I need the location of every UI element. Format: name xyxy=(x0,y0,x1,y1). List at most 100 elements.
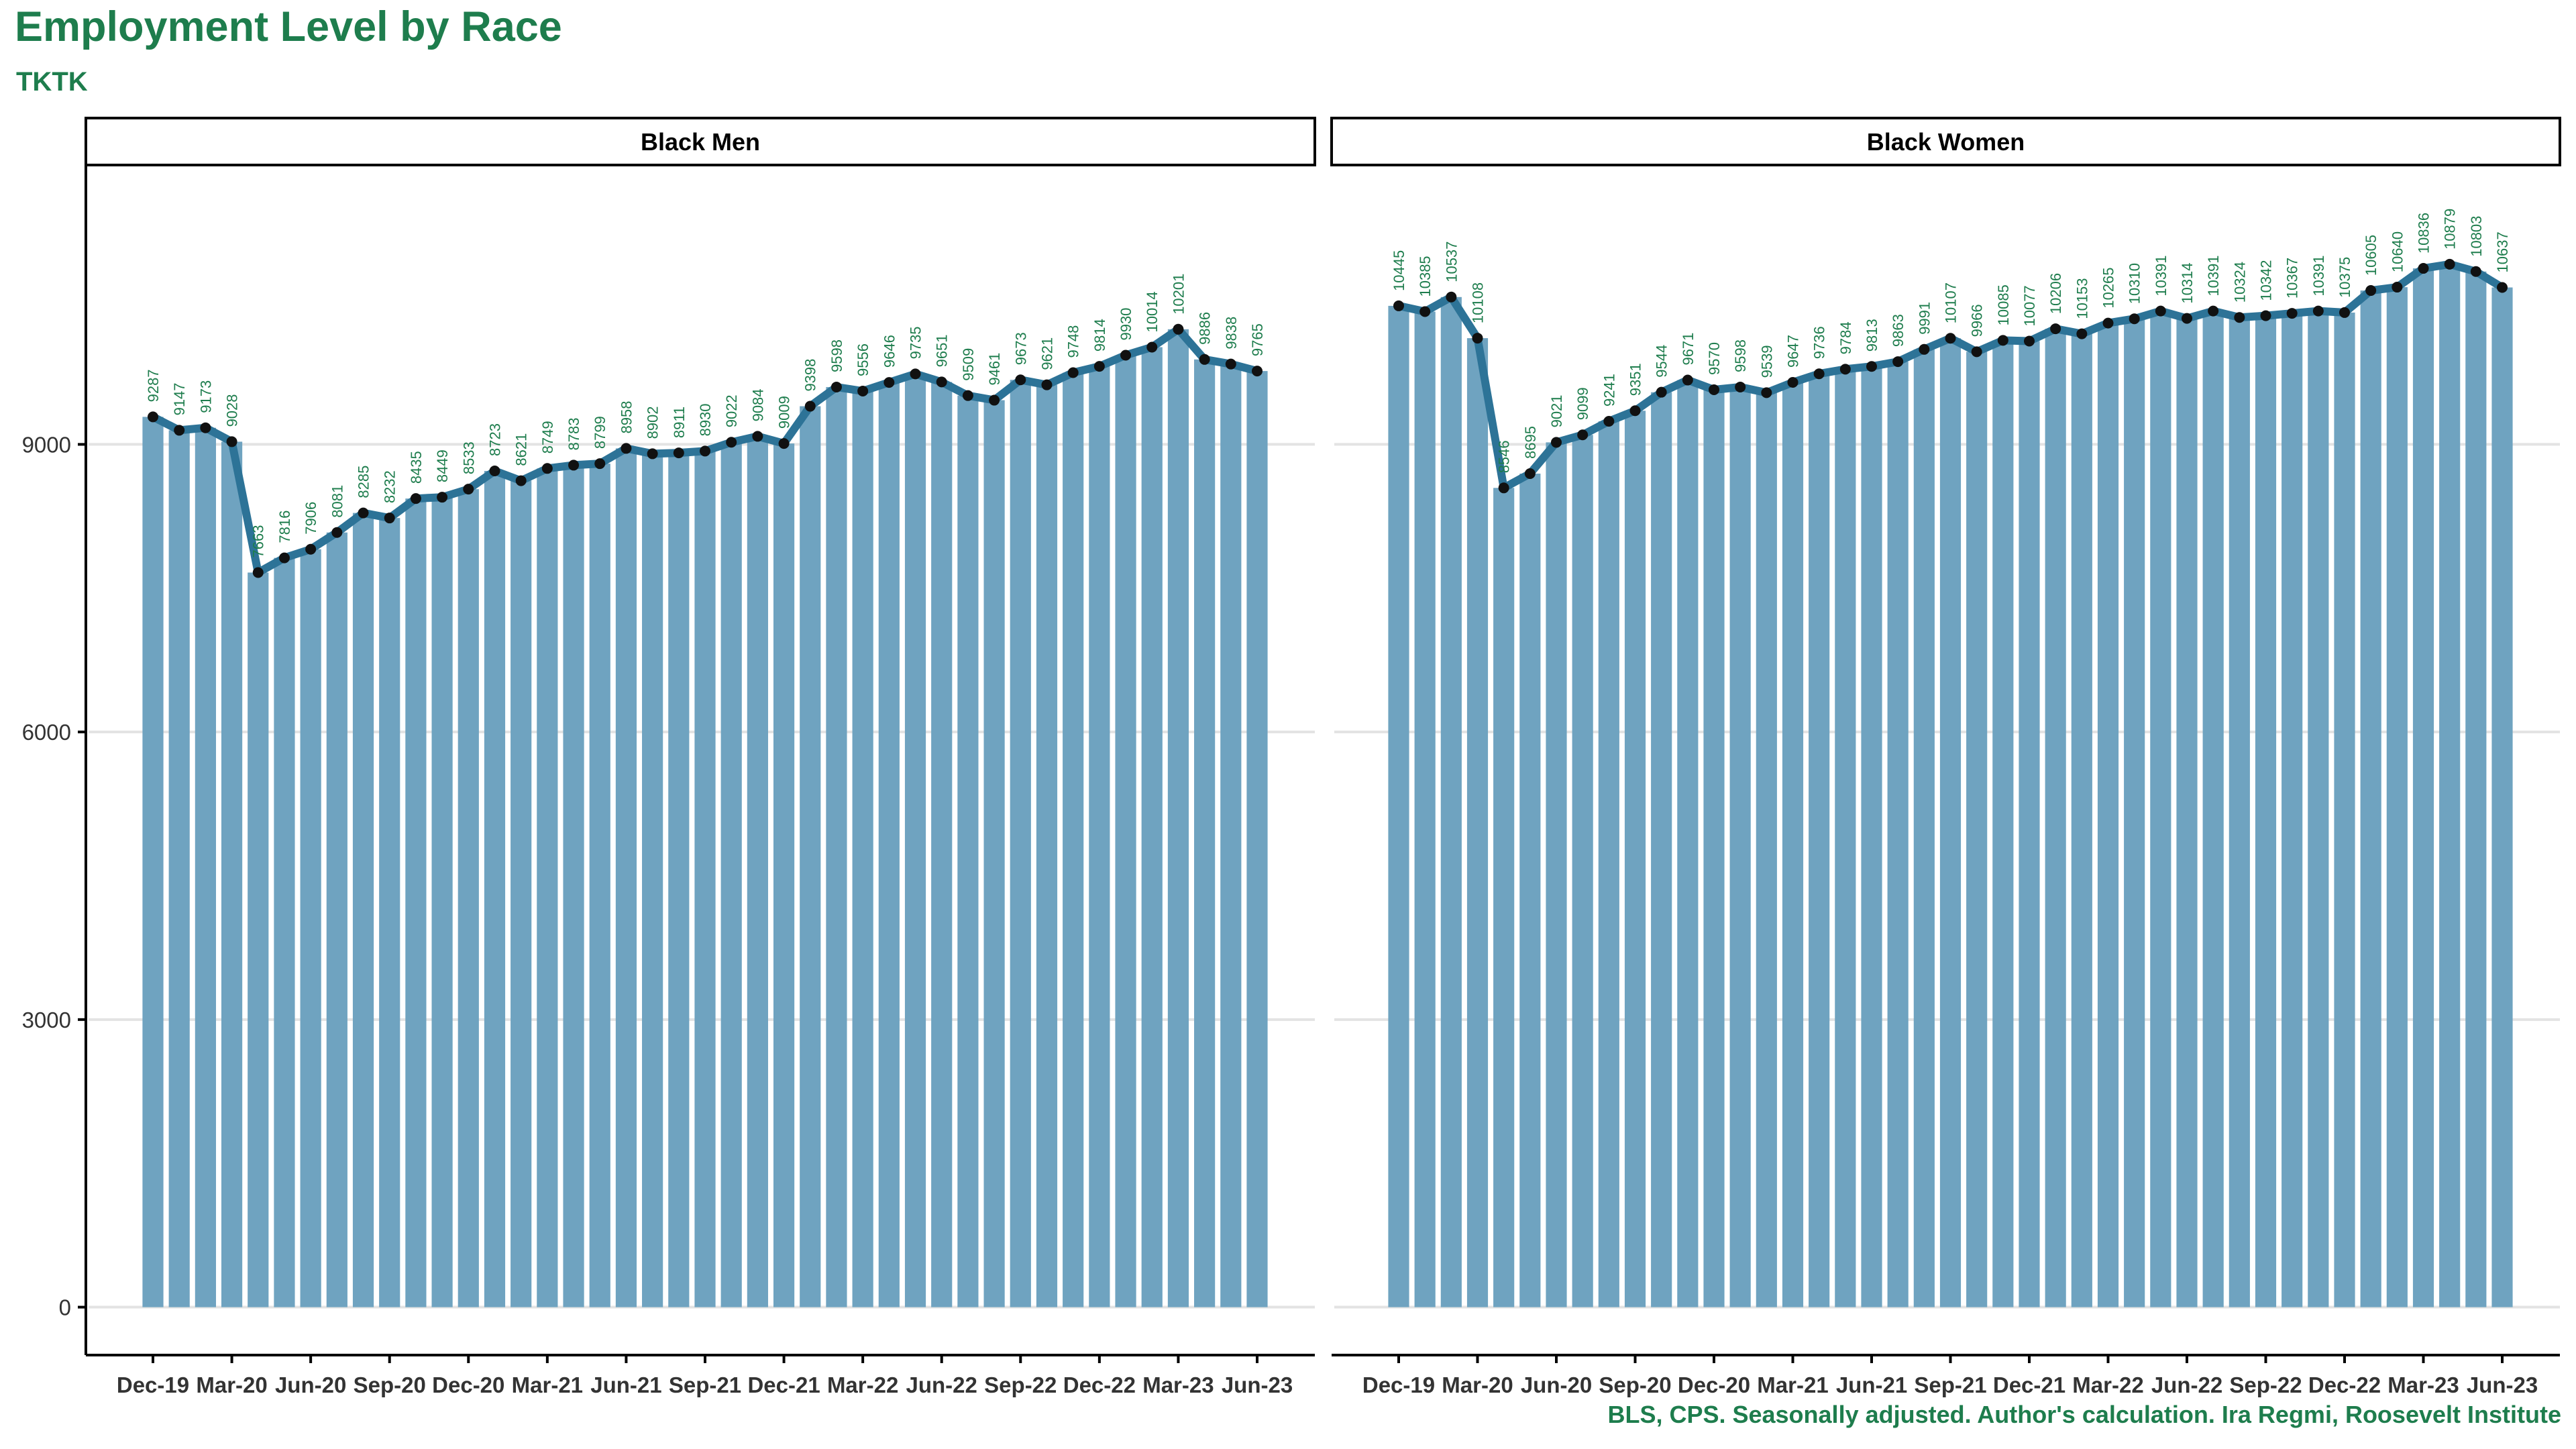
data-label: 9647 xyxy=(1785,335,1802,368)
bar xyxy=(537,468,558,1307)
data-point xyxy=(2234,312,2245,323)
data-point xyxy=(1892,356,1904,368)
data-point xyxy=(2050,323,2061,335)
data-point xyxy=(594,458,606,470)
y-tick-label: 6000 xyxy=(22,720,71,745)
data-label: 10803 xyxy=(2468,216,2485,257)
data-point xyxy=(1629,405,1641,417)
x-tick-label: Jun-21 xyxy=(1836,1373,1907,1397)
data-label: 9570 xyxy=(1706,342,1723,375)
bar xyxy=(195,427,216,1307)
data-point xyxy=(2470,266,2481,277)
facet-strip xyxy=(85,117,1316,166)
data-point xyxy=(1866,361,1877,372)
bar xyxy=(1835,369,1856,1307)
data-label: 9765 xyxy=(1249,323,1266,356)
bar xyxy=(2071,333,2092,1307)
data-point xyxy=(700,445,710,457)
data-label: 10879 xyxy=(2442,209,2459,250)
x-tick-label: Jun-20 xyxy=(1521,1373,1592,1397)
bar xyxy=(1141,347,1163,1307)
x-tick-label: Sep-20 xyxy=(354,1373,426,1397)
data-label: 10014 xyxy=(1144,291,1161,332)
x-tick-label: Mar-20 xyxy=(1442,1373,1513,1397)
bar xyxy=(1624,411,1646,1307)
bar xyxy=(379,518,400,1307)
data-point xyxy=(305,543,317,555)
data-point xyxy=(541,463,553,474)
data-point xyxy=(1472,333,1483,344)
bar xyxy=(826,386,847,1307)
data-point xyxy=(1199,354,1210,365)
data-point xyxy=(1603,415,1615,427)
bar xyxy=(1036,384,1058,1307)
data-point xyxy=(910,368,921,380)
data-point xyxy=(2024,335,2035,347)
bar xyxy=(248,572,269,1307)
bar xyxy=(300,549,321,1307)
x-tick-label: Jun-20 xyxy=(275,1373,346,1397)
data-point xyxy=(1146,341,1158,353)
data-label: 8783 xyxy=(566,417,582,450)
data-label: 9021 xyxy=(1548,394,1565,427)
data-point xyxy=(1498,482,1509,494)
data-point xyxy=(989,394,1000,406)
bar xyxy=(2202,311,2224,1307)
data-point xyxy=(463,484,474,495)
data-label: 9621 xyxy=(1038,337,1055,370)
bar xyxy=(1809,374,1830,1307)
data-point xyxy=(1813,368,1825,380)
bar xyxy=(511,480,532,1307)
data-label: 9646 xyxy=(881,335,898,368)
data-label: 10324 xyxy=(2231,262,2248,303)
bar xyxy=(2045,329,2066,1307)
data-label: 8911 xyxy=(671,407,688,438)
data-point xyxy=(621,443,632,454)
data-point xyxy=(226,436,237,447)
data-point xyxy=(252,567,264,578)
bar xyxy=(747,436,768,1307)
bar xyxy=(405,498,427,1307)
data-point xyxy=(1225,358,1236,370)
data-point xyxy=(2392,282,2403,293)
data-point xyxy=(1551,437,1562,448)
chart-subtitle: TKTK xyxy=(16,67,88,97)
bar xyxy=(352,513,374,1307)
bar xyxy=(1966,352,1988,1307)
data-label: 10836 xyxy=(2416,213,2432,254)
data-label: 10201 xyxy=(1170,274,1187,315)
data-point xyxy=(2312,305,2324,317)
bar xyxy=(2229,317,2250,1307)
data-point xyxy=(2444,258,2455,270)
data-point xyxy=(2102,317,2114,329)
data-label: 9748 xyxy=(1065,325,1082,358)
data-point xyxy=(936,376,947,388)
x-tick-label: Mar-21 xyxy=(1757,1373,1828,1397)
bar xyxy=(1598,421,1619,1307)
bar xyxy=(2412,268,2434,1307)
data-point xyxy=(2076,328,2088,339)
data-label: 7816 xyxy=(276,511,293,543)
data-point xyxy=(278,552,290,564)
bar xyxy=(1089,366,1110,1307)
data-label: 9598 xyxy=(828,339,845,372)
data-point xyxy=(148,411,158,423)
data-point xyxy=(2129,313,2140,325)
x-tick-label: Mar-23 xyxy=(2387,1373,2459,1397)
x-tick-label: Sep-20 xyxy=(1599,1373,1671,1397)
data-point xyxy=(437,492,448,503)
source-note: BLS, CPS. Seasonally adjusted. Author's … xyxy=(1607,1401,2561,1428)
bar xyxy=(2308,311,2329,1307)
data-point xyxy=(1067,367,1079,378)
x-tick-label: Mar-22 xyxy=(827,1373,898,1397)
x-tick-label: Jun-23 xyxy=(1222,1373,1293,1397)
bar xyxy=(1651,392,1672,1307)
bar xyxy=(1546,442,1567,1307)
bar xyxy=(2282,313,2303,1307)
data-point xyxy=(726,437,737,448)
bar xyxy=(1010,380,1031,1307)
data-point xyxy=(2260,310,2271,321)
x-tick-label: Dec-20 xyxy=(1678,1373,1750,1397)
data-label: 9838 xyxy=(1223,317,1240,350)
